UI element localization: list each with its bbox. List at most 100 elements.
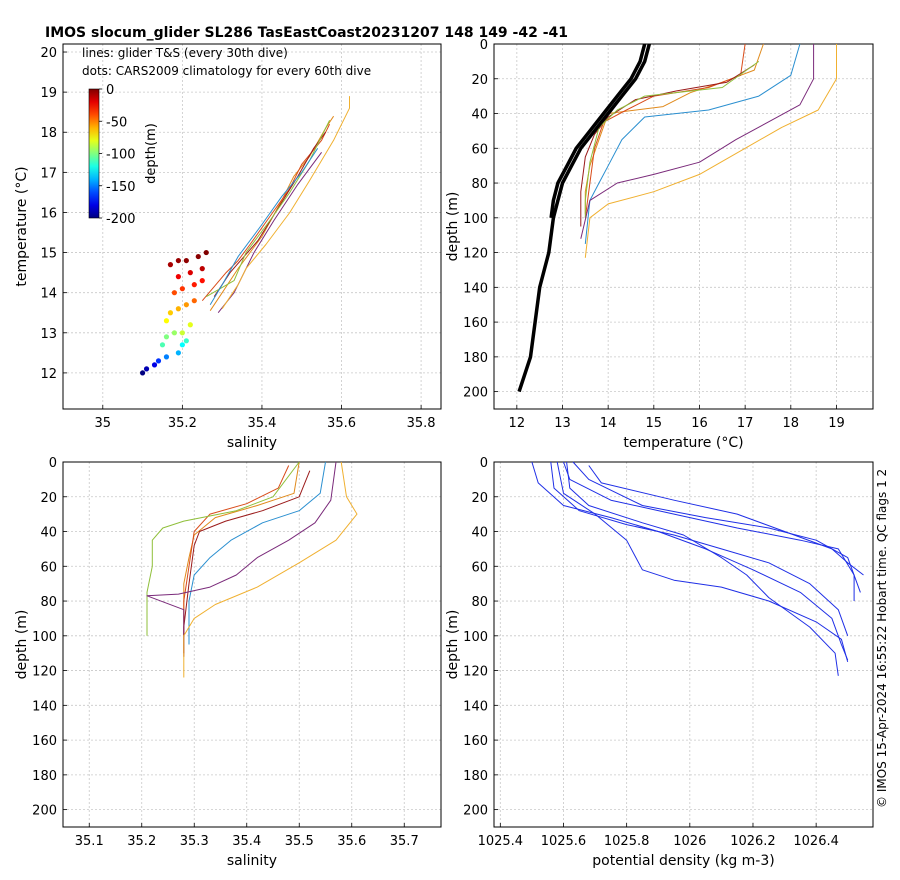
- temp-ytick-label: 140: [463, 281, 488, 296]
- climatology-dot: [167, 310, 174, 316]
- temp-xtick-label: 16: [691, 416, 708, 431]
- depth-colorbar: [88, 88, 100, 219]
- climatology-dot: [159, 342, 166, 348]
- sal-plot-area: [63, 462, 441, 827]
- temp-ytick-label: 180: [463, 351, 488, 366]
- temp-xtick-label: 13: [554, 416, 571, 431]
- climatology-dot: [151, 362, 158, 368]
- temp-climatology-profile-line: [549, 43, 647, 219]
- dens-ytick-label: 60: [471, 560, 488, 575]
- temp-ytick-label: 160: [463, 316, 488, 331]
- dens-ytick-label: 100: [463, 630, 488, 645]
- ts-yaxis-label: temperature (°C): [14, 166, 30, 286]
- temp-glider-profile-line: [584, 43, 801, 244]
- ts-xaxis-label: salinity: [227, 435, 277, 451]
- ts-ytick-label: 20: [40, 46, 57, 61]
- sal-ytick-label: 100: [32, 630, 57, 645]
- colorbar-tick-label: -50: [106, 115, 127, 130]
- sal-axes-frame: [62, 461, 442, 828]
- colorbar-tick-label: -100: [106, 148, 136, 163]
- sal-ytick-label: 160: [32, 734, 57, 749]
- dens-xtick-label: 1025.6: [541, 834, 587, 849]
- climatology-dot: [195, 253, 201, 260]
- climatology-dot: [187, 322, 193, 328]
- dens-density-profile-line: [550, 461, 849, 636]
- climatology-dot: [179, 330, 185, 336]
- sal-ytick-label: 60: [40, 560, 57, 575]
- sal-glider-profile-line: [146, 461, 300, 636]
- sal-glider-profile-line: [183, 470, 311, 657]
- ts-ytick-label: 15: [40, 247, 57, 262]
- dens-ytick-label: 40: [471, 526, 488, 541]
- sal-ytick-label: 120: [32, 665, 57, 680]
- ts-ytick-label: 19: [40, 86, 57, 101]
- colorbar-label: depth(m): [144, 123, 159, 184]
- dens-density-profile-line: [588, 465, 864, 576]
- ts-ytick-label: 17: [40, 166, 57, 181]
- colorbar-tick-label: 0: [106, 83, 114, 98]
- dens-ytick-label: 140: [463, 699, 488, 714]
- sal-ytick-label: 20: [40, 491, 57, 506]
- dens-density-profile-line: [566, 461, 839, 676]
- ts-ytick-label: 13: [40, 327, 57, 342]
- sal-xtick-label: 35.2: [127, 834, 156, 849]
- temp-ytick-label: 120: [463, 247, 488, 262]
- temperature-profile-panel: 12 13 14 15 16 17 18 19 0 20 40 60 80 100 120 140 160 180…: [445, 38, 874, 451]
- ts-xtick-label: 35.8: [407, 416, 436, 431]
- sal-glider-profile-line: [183, 461, 358, 678]
- sal-ytick-label: 80: [40, 595, 57, 610]
- climatology-dot: [175, 257, 181, 264]
- temp-ytick-label: 200: [463, 386, 488, 401]
- climatology-dot: [183, 302, 189, 308]
- sal-ytick-label: 140: [32, 699, 57, 714]
- dens-ytick-label: 0: [480, 456, 488, 471]
- ts-diagram-panel: 35 35.2 35.4 35.6 35.8 12 13 14 15 16 17 18 19 20 sali…: [14, 43, 442, 451]
- sal-xtick-label: 35.4: [232, 834, 261, 849]
- dens-density-profile-line: [556, 461, 849, 663]
- temp-ytick-label: 40: [471, 108, 488, 123]
- salinity-profile-panel: 35.1 35.2 35.3 35.4 35.5 35.6 35.7 0 20 40 60 80 100…: [14, 456, 442, 869]
- climatology-dot: [187, 270, 193, 276]
- sal-ytick-label: 180: [32, 769, 57, 784]
- ts-plot-area: [63, 44, 441, 409]
- dens-plot-area: [494, 462, 873, 827]
- ts-glider-ts-line: [201, 123, 331, 302]
- temp-plot-area: [494, 44, 873, 409]
- dens-ytick-label: 120: [463, 665, 488, 680]
- dens-ytick-label: 180: [463, 769, 488, 784]
- temp-xtick-label: 12: [509, 416, 526, 431]
- temp-axes-frame: [493, 43, 874, 410]
- dens-ytick-label: 160: [463, 734, 488, 749]
- climatology-dot: [175, 306, 181, 312]
- legend-dots-text: dots: CARS2009 climatology for every 60t…: [82, 64, 371, 78]
- temp-xtick-label: 14: [600, 416, 617, 431]
- sal-ytick-label: 40: [40, 526, 57, 541]
- temp-climatology-profile-line: [517, 43, 651, 393]
- temp-ytick-label: 0: [480, 38, 488, 53]
- ts-ytick-label: 14: [40, 287, 57, 302]
- temp-glider-profile-line: [584, 60, 760, 218]
- ts-xtick-label: 35.6: [327, 416, 356, 431]
- ts-xtick-label: 35.2: [168, 416, 197, 431]
- temp-ytick-label: 100: [463, 212, 488, 227]
- climatology-dot: [199, 266, 205, 272]
- climatology-dot: [163, 334, 170, 340]
- legend-lines-text: lines: glider T&S (every 30th dive): [82, 46, 288, 60]
- climatology-dot: [199, 278, 205, 284]
- sal-xtick-label: 35.1: [75, 834, 104, 849]
- figure-title: IMOS slocum_glider SL286 TasEastCoast202…: [45, 25, 568, 41]
- dens-density-profile-line: [531, 461, 849, 661]
- temp-glider-profile-line: [584, 43, 746, 218]
- climatology-dot: [163, 318, 170, 324]
- dens-xtick-label: 1025.4: [478, 834, 524, 849]
- temp-xtick-label: 18: [783, 416, 800, 431]
- side-note: © IMOS 15-Apr-2024 16:55:22 Hobart time.…: [875, 469, 889, 808]
- temp-ytick-label: 20: [471, 73, 488, 88]
- dens-density-profile-line: [572, 461, 861, 593]
- dens-xtick-label: 1025.8: [604, 834, 650, 849]
- climatology-dot: [171, 330, 178, 336]
- dens-xaxis-label: potential density (kg m-3): [592, 853, 774, 869]
- dens-xtick-label: 1026.2: [730, 834, 776, 849]
- sal-xtick-label: 35.6: [337, 834, 366, 849]
- temp-yaxis-label: depth (m): [445, 192, 461, 262]
